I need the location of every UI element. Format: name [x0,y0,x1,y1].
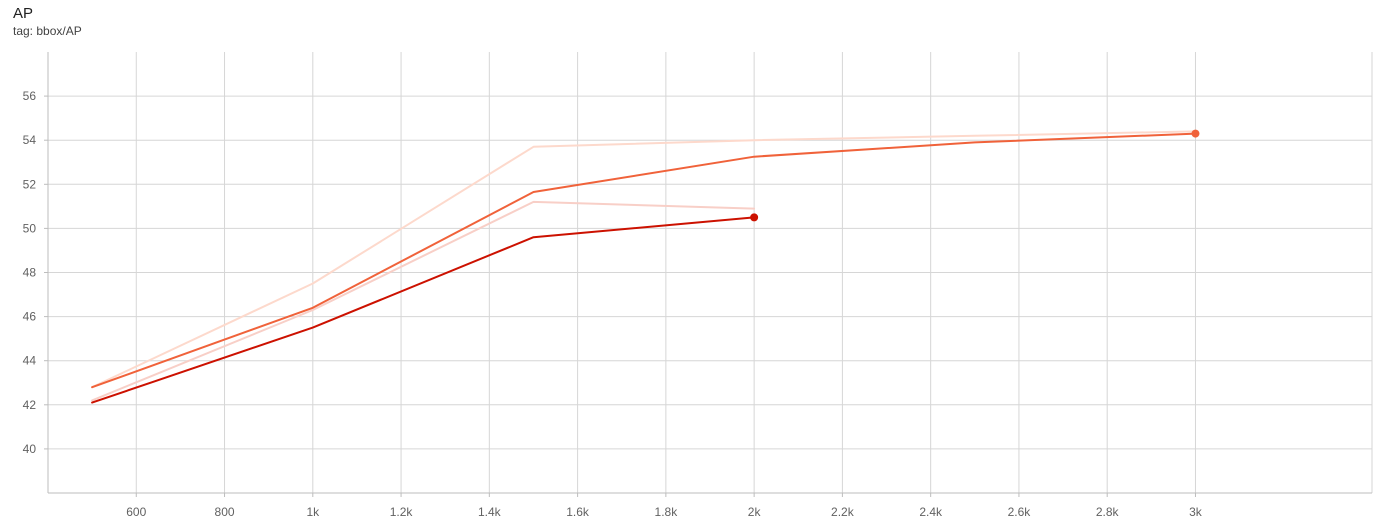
grid-lines [48,52,1373,493]
y-tick-label: 48 [23,266,37,280]
tick-labels: 600 800 1k 1.2k 1.4k 1.6k 1.8k 2k 2.2k 2.4k 2.6k 2.… [23,89,1203,519]
series-lines [91,129,1200,404]
x-tick-label: 2.6k [1008,505,1032,519]
smoothed-series-line-2[interactable] [91,132,1197,389]
x-tick-label: 1.4k [478,505,502,519]
chart-title: AP [13,5,34,22]
x-tick-label: 3k [1189,505,1203,519]
smoothed-series-line-3[interactable] [91,216,756,404]
x-tick-label: 2.4k [919,505,943,519]
x-tick-label: 600 [126,505,146,519]
x-tick-label: 1.2k [390,505,414,519]
x-tick-label: 1.8k [655,505,679,519]
series-endpoint-marker-3[interactable] [750,213,759,222]
x-tick-label: 2k [748,505,762,519]
y-tick-label: 52 [23,177,37,191]
y-tick-label: 50 [23,221,37,235]
x-tick-label: 800 [215,505,235,519]
y-tick-label: 44 [23,354,37,368]
axes [44,52,1372,497]
raw-series-line-0[interactable] [91,130,1197,389]
x-tick-label: 1.6k [566,505,590,519]
x-tick-label: 2.2k [831,505,855,519]
y-tick-label: 56 [23,89,37,103]
raw-series-line-1[interactable] [91,200,756,402]
y-tick-label: 54 [23,133,37,147]
x-tick-label: 1k [306,505,320,519]
chart-header: AP tag: bbox/AP [13,5,82,39]
y-tick-label: 42 [23,398,37,412]
y-tick-label: 40 [23,442,37,456]
y-tick-label: 46 [23,310,37,324]
chart-subtitle: tag: bbox/AP [13,24,82,38]
series-endpoint-marker-2[interactable] [1191,129,1200,138]
x-tick-label: 2.8k [1096,505,1120,519]
